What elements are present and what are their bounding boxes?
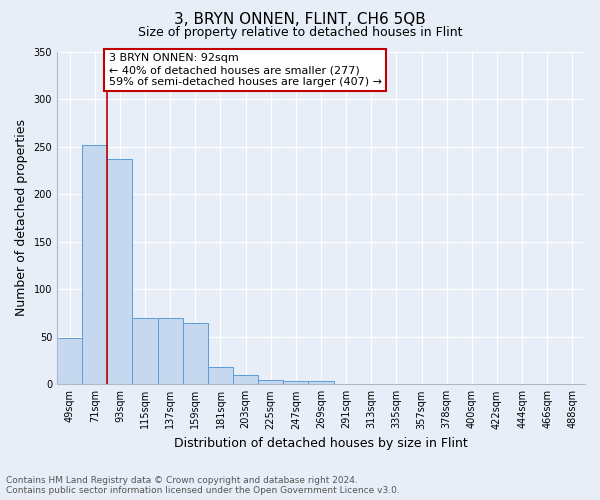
Bar <box>183 324 208 384</box>
Bar <box>308 382 334 384</box>
Text: Size of property relative to detached houses in Flint: Size of property relative to detached ho… <box>138 26 462 39</box>
X-axis label: Distribution of detached houses by size in Flint: Distribution of detached houses by size … <box>174 437 468 450</box>
Bar <box>57 338 82 384</box>
Text: Contains HM Land Registry data © Crown copyright and database right 2024.
Contai: Contains HM Land Registry data © Crown c… <box>6 476 400 495</box>
Y-axis label: Number of detached properties: Number of detached properties <box>15 120 28 316</box>
Bar <box>283 380 308 384</box>
Bar <box>208 367 233 384</box>
Bar <box>82 144 107 384</box>
Bar <box>133 318 158 384</box>
Text: 3, BRYN ONNEN, FLINT, CH6 5QB: 3, BRYN ONNEN, FLINT, CH6 5QB <box>174 12 426 28</box>
Bar <box>107 159 133 384</box>
Bar <box>158 318 183 384</box>
Text: 3 BRYN ONNEN: 92sqm
← 40% of detached houses are smaller (277)
59% of semi-detac: 3 BRYN ONNEN: 92sqm ← 40% of detached ho… <box>109 54 382 86</box>
Bar <box>258 380 283 384</box>
Bar <box>233 375 258 384</box>
